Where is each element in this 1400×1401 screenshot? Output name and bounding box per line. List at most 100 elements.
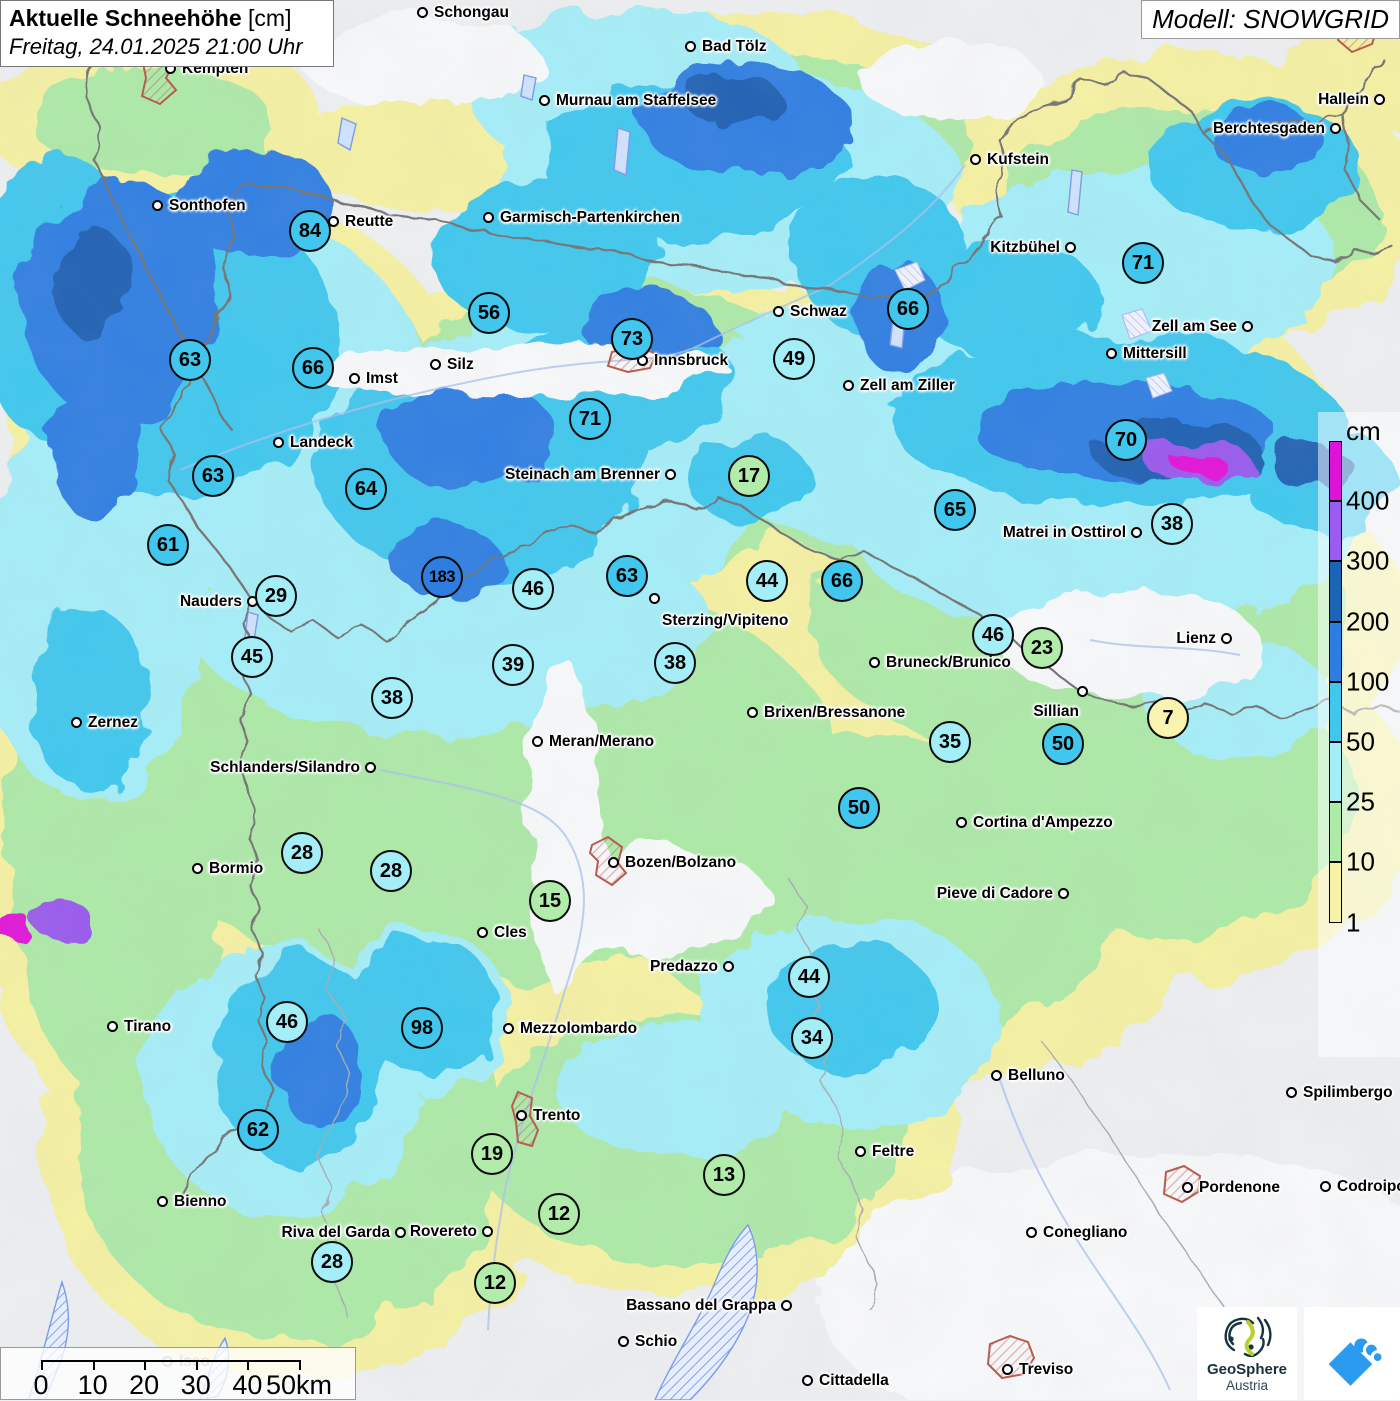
station-value-badge: 50 [1042, 723, 1084, 765]
station-value-badge: 15 [529, 880, 571, 922]
city-dot [395, 1227, 406, 1238]
city-dot [1058, 888, 1069, 899]
city-dot [608, 857, 619, 868]
city-dot [618, 1336, 629, 1347]
city-label: Zell am See [1151, 318, 1237, 335]
city-label: Schio [635, 1333, 678, 1350]
scale-tick-label: 50km [265, 1370, 333, 1400]
city-label: Murnau am Staffelsee [556, 92, 717, 109]
legend-tick-label: 1 [1346, 907, 1361, 938]
station-value-badge: 28 [281, 832, 323, 874]
city-label: Kitzbühel [990, 239, 1060, 256]
city-dot [417, 7, 428, 18]
legend-segment-400 [1329, 441, 1342, 502]
legend-tick-label: 50 [1346, 726, 1375, 757]
city-dot [516, 1110, 527, 1121]
city-dot [1242, 321, 1253, 332]
city-label: Conegliano [1043, 1224, 1128, 1241]
city-label: Spilimbergo [1303, 1084, 1393, 1101]
city-label: Bozen/Bolzano [625, 854, 737, 871]
station-value-badge: 63 [192, 455, 234, 497]
city-dot [802, 1375, 813, 1386]
station-value-badge: 73 [611, 318, 653, 360]
city-label: Mittersill [1123, 345, 1187, 362]
station-value-badge: 38 [654, 642, 696, 684]
scale-tick-label: 0 [33, 1370, 49, 1400]
city-dot [532, 736, 543, 747]
city-label: Bad Tölz [702, 38, 767, 55]
city-dot [1286, 1087, 1297, 1098]
city-label: Codroipo [1337, 1178, 1400, 1195]
city-label: Pieve di Cadore [936, 885, 1053, 902]
scale-tick-label: 40 [232, 1370, 263, 1400]
avalanche-report-logo [1304, 1307, 1400, 1400]
city-label: Matrei in Osttirol [1002, 524, 1126, 541]
city-label: Zernez [88, 714, 138, 731]
scale-tick-label: 30 [180, 1370, 211, 1400]
scale-tick [195, 1360, 198, 1370]
city-label: Cortina d'Ampezzo [973, 814, 1113, 831]
legend-tick-label: 25 [1346, 786, 1375, 817]
city-dot [1374, 94, 1385, 105]
city-dot [1320, 1181, 1331, 1192]
station-value-badge: 65 [934, 489, 976, 531]
station-value-badge: 61 [147, 524, 189, 566]
city-dot [152, 200, 163, 211]
station-value-badge: 46 [512, 568, 554, 610]
city-dot [747, 707, 758, 718]
city-dot [539, 95, 550, 106]
city-dot [970, 154, 981, 165]
city-label: Reutte [345, 213, 394, 230]
station-value-badge: 38 [1151, 503, 1193, 545]
city-dot [503, 1023, 514, 1034]
station-value-badge: 46 [266, 1001, 308, 1043]
station-value-badge: 62 [237, 1109, 279, 1151]
station-value-badge: 66 [292, 347, 334, 389]
city-label: Cles [494, 924, 527, 941]
legend-tick-label: 200 [1346, 606, 1390, 637]
city-dot [649, 593, 660, 604]
city-label: Sillian [1033, 703, 1079, 720]
station-value-badge: 66 [821, 560, 863, 602]
legend-segment-300 [1329, 501, 1342, 562]
legend-tick-label: 10 [1346, 846, 1375, 877]
city-label: Trento [533, 1107, 581, 1124]
station-value-badge: 98 [401, 1007, 443, 1049]
city-dot [483, 212, 494, 223]
scale-tick [92, 1360, 95, 1370]
station-value-badge: 71 [569, 398, 611, 440]
city-dot [349, 373, 360, 384]
legend-segment-10 [1329, 802, 1342, 863]
city-dot [1131, 527, 1142, 538]
station-value-badge: 71 [1122, 242, 1164, 284]
legend-segment-25 [1329, 742, 1342, 803]
city-dot [477, 927, 488, 938]
model-box: Modell: SNOWGRID [1141, 0, 1400, 39]
city-label: Meran/Merano [549, 733, 655, 750]
city-dot [843, 380, 854, 391]
station-value-badge: 45 [231, 636, 273, 678]
scale-tick [247, 1360, 250, 1370]
city-label: Belluno [1008, 1067, 1065, 1084]
legend-tick-label: 300 [1346, 545, 1390, 576]
scale-tick [144, 1360, 147, 1370]
city-label: Schwaz [790, 303, 847, 320]
city-label: Steinach am Brenner [504, 466, 660, 483]
city-label: Feltre [872, 1143, 915, 1160]
city-label: Pordenone [1199, 1179, 1280, 1196]
model-label: Modell: SNOWGRID [1152, 4, 1389, 34]
station-value-badge: 35 [929, 721, 971, 763]
geosphere-logo-name: GeoSphere [1206, 1361, 1288, 1378]
city-dot [107, 1021, 118, 1032]
legend-tick-label: 400 [1346, 485, 1390, 516]
city-dot [665, 469, 676, 480]
city-label: Riva del Garda [281, 1224, 390, 1241]
station-value-badge: 28 [311, 1241, 353, 1283]
city-label: Tirano [124, 1018, 172, 1035]
city-dot [1002, 1364, 1013, 1375]
city-label: Sterzing/Vipiteno [662, 612, 789, 629]
station-value-badge: 70 [1105, 419, 1147, 461]
geosphere-logo: GeoSphere Austria [1197, 1307, 1297, 1400]
